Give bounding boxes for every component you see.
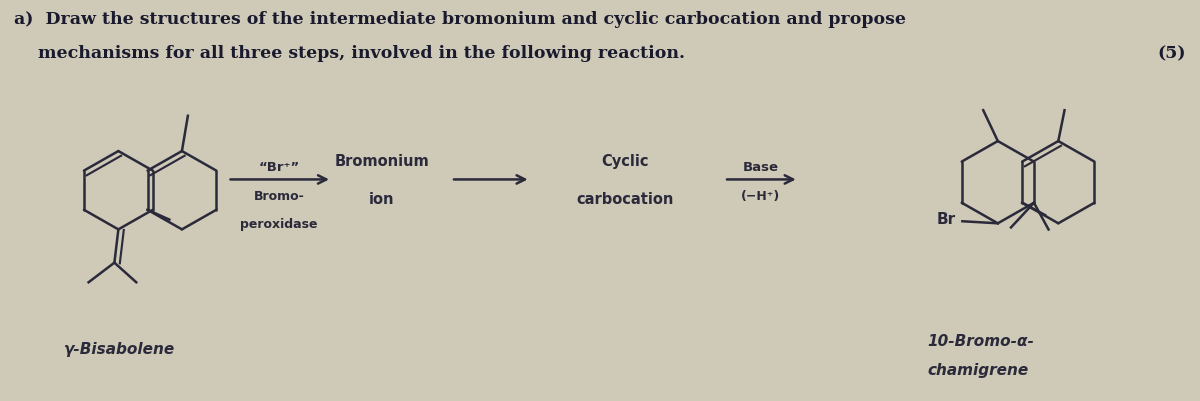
Text: “Br⁺”: “Br⁺” [259, 160, 300, 173]
Text: a)  Draw the structures of the intermediate bromonium and cyclic carbocation and: a) Draw the structures of the intermedia… [14, 11, 906, 28]
Text: Bromo-: Bromo- [254, 190, 305, 203]
Text: Bromonium: Bromonium [334, 153, 428, 168]
Text: Br: Br [936, 211, 955, 226]
Text: γ-Bisabolene: γ-Bisabolene [64, 341, 175, 356]
Text: 10-Bromo-α-: 10-Bromo-α- [928, 333, 1034, 348]
Text: carbocation: carbocation [576, 192, 673, 207]
Text: mechanisms for all three steps, involved in the following reaction.: mechanisms for all three steps, involved… [14, 45, 685, 62]
Text: Cyclic: Cyclic [601, 153, 648, 168]
Text: Base: Base [743, 160, 779, 173]
Text: peroxidase: peroxidase [240, 217, 318, 230]
Text: (5): (5) [1158, 45, 1186, 62]
Text: chamigrene: chamigrene [928, 363, 1028, 377]
Text: ion: ion [368, 192, 395, 207]
Text: (−H⁺): (−H⁺) [742, 190, 780, 203]
